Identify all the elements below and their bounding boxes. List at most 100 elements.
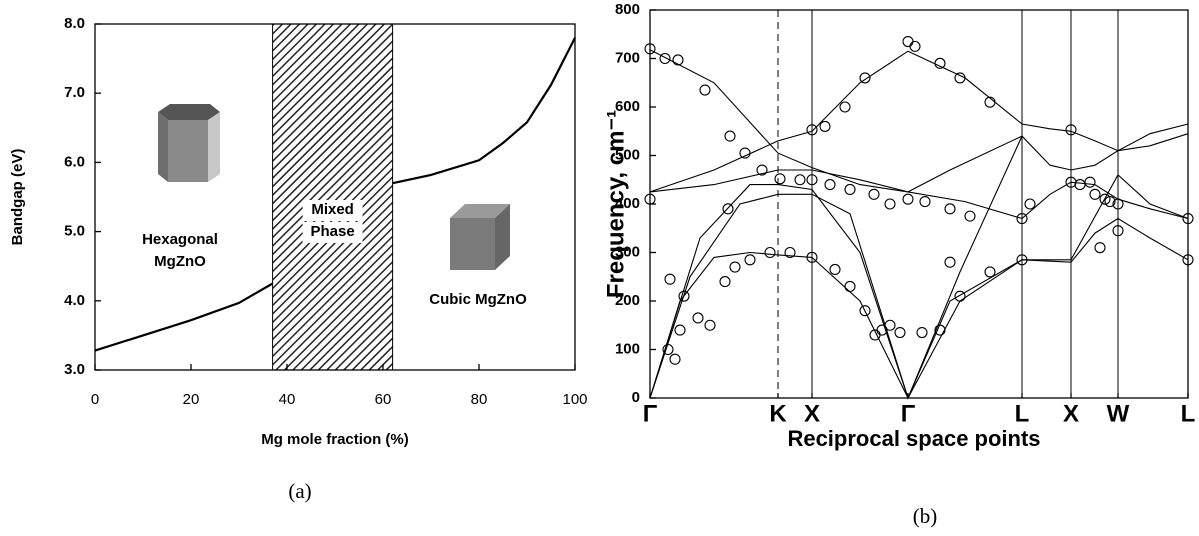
data-point	[806, 124, 818, 136]
region-label-bg	[302, 222, 363, 243]
data-point	[944, 203, 956, 215]
annotation: Hexagonal	[142, 231, 218, 248]
data-point	[744, 254, 756, 266]
data-point	[916, 326, 928, 339]
curve	[649, 174, 1189, 400]
data-point	[699, 84, 711, 96]
data-point	[859, 72, 871, 84]
region-label: Phase	[310, 223, 354, 240]
data-point	[819, 120, 831, 132]
region-label: Mixed	[311, 201, 354, 218]
data-point	[806, 174, 818, 186]
data-point	[722, 203, 734, 215]
curve	[649, 49, 1189, 220]
curve	[649, 135, 1023, 400]
data-point	[806, 251, 818, 263]
data-point	[669, 353, 681, 365]
cube-icon	[450, 204, 510, 270]
y-tick-label: 3.0	[64, 361, 85, 378]
y-axis-title: Bandgap (eV)	[9, 149, 26, 246]
data-point	[1016, 213, 1028, 225]
plot-frame	[94, 23, 576, 371]
data-point	[724, 130, 736, 142]
curve	[649, 50, 1189, 193]
data-point	[1084, 176, 1096, 188]
data-point	[644, 43, 656, 55]
data-point	[719, 276, 731, 288]
data-point	[884, 319, 896, 331]
data-point	[859, 305, 871, 317]
chart: Mixed Phase 3.0 4.0 5.0 6.0 7.0 8.0 0 20 40 60 80 100…	[9, 15, 588, 503]
data-point	[868, 188, 880, 200]
annotation: Cubic MgZnO	[429, 291, 527, 308]
data-point	[1024, 198, 1036, 210]
y-tick-label: 800	[615, 1, 640, 18]
data-point	[644, 193, 656, 205]
x-tick-label: 100	[562, 391, 587, 408]
data-point	[1112, 225, 1124, 237]
data-point	[909, 40, 921, 52]
data-point	[664, 273, 676, 285]
y-tick-label: 700	[615, 49, 640, 66]
x-tick-label: X	[804, 400, 820, 427]
data-point	[934, 57, 946, 69]
x-tick-label: L	[1181, 400, 1196, 427]
x-tick-label: 60	[375, 391, 392, 408]
data-point	[839, 101, 851, 113]
data-point	[1099, 193, 1111, 205]
x-tick-label: 0	[91, 391, 99, 408]
data-point	[739, 147, 751, 159]
data-point	[692, 312, 704, 324]
data-point	[764, 246, 776, 259]
data-point	[784, 246, 796, 259]
curve	[94, 37, 576, 352]
y-tick-label: 500	[615, 146, 640, 163]
y-tick-label: 5.0	[64, 223, 85, 240]
mixed-phase-region	[272, 23, 394, 371]
data-point	[674, 324, 686, 336]
data-point	[829, 263, 841, 276]
data-point	[984, 266, 996, 278]
x-tick-label: X	[1063, 400, 1079, 427]
x-tick-label: Γ	[643, 400, 658, 427]
hexagonal-prism-icon	[158, 104, 220, 182]
data-point	[894, 326, 906, 339]
caption: (b)	[913, 504, 938, 528]
curve	[649, 133, 1189, 193]
data-point	[794, 174, 806, 186]
x-tick-label: 40	[279, 391, 296, 408]
data-point	[756, 164, 768, 176]
y-tick-label: 6.0	[64, 153, 85, 170]
data-point	[1094, 242, 1106, 254]
data-point	[884, 198, 896, 210]
data-point	[824, 179, 836, 191]
data-point	[662, 343, 674, 356]
y-tick-label: 4.0	[64, 292, 85, 309]
y-tick-label: 600	[615, 98, 640, 115]
data-point	[774, 173, 786, 185]
y-tick-label: 400	[615, 195, 640, 212]
x-tick-label: Γ	[901, 400, 916, 427]
data-point	[964, 210, 976, 222]
x-axis-title: Mg mole fraction (%)	[261, 431, 409, 448]
data-point	[659, 52, 671, 65]
data-point	[919, 196, 931, 208]
data-point	[729, 261, 741, 273]
x-tick-label: 80	[471, 391, 488, 408]
data-point	[672, 54, 684, 66]
data-point	[984, 96, 996, 108]
data-point	[1074, 179, 1086, 191]
data-point	[902, 193, 914, 205]
data-point	[1182, 254, 1194, 266]
x-tick-label: 20	[183, 391, 200, 408]
region-label-bg	[302, 200, 363, 221]
caption: (a)	[288, 479, 311, 503]
data-point	[1016, 254, 1028, 266]
data-point	[902, 35, 914, 48]
y-tick-label: 200	[615, 292, 640, 309]
x-tick-label: W	[1107, 400, 1130, 427]
data-point	[876, 324, 888, 336]
data-point	[1182, 213, 1194, 225]
